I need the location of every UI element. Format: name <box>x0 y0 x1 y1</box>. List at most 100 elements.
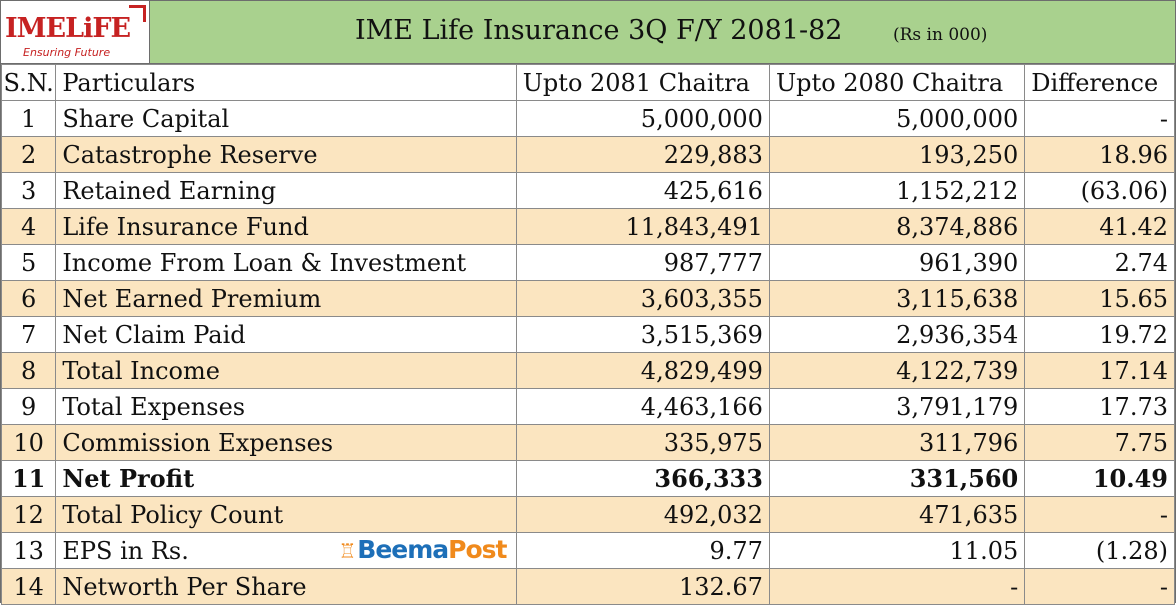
cell-sn-text: 9 <box>21 392 37 421</box>
cell-sn-text: 5 <box>21 248 37 277</box>
cell-particulars: Commission Expenses <box>55 424 517 461</box>
cell-current-text: 492,032 <box>663 500 763 529</box>
cell-difference: (1.28) <box>1024 532 1175 569</box>
col-header-difference: Difference <box>1024 64 1175 101</box>
cell-particulars-text: Total Income <box>62 356 220 385</box>
table-row: 9 Total Expenses 4,463,166 3,791,179 17.73 <box>0 388 1175 425</box>
table-body: 1 Share Capital 5,000,000 5,000,000 - 2 Catast… <box>0 100 1175 605</box>
col-header-current: Upto 2081 Chaitra <box>515 64 770 101</box>
cell-sn-text: 1 <box>21 104 37 133</box>
cell-particulars-text: Net Claim Paid <box>62 320 246 349</box>
table-row: 4 Life Insurance Fund 11,843,491 8,374,886 4… <box>0 208 1175 245</box>
cell-current: 492,032 <box>515 496 770 533</box>
cell-difference-text: (63.06) <box>1080 176 1168 205</box>
cell-sn: 4 <box>0 208 57 245</box>
cell-current: 335,975 <box>515 424 770 461</box>
cell-difference: 2.74 <box>1024 244 1175 281</box>
table-row: 1 Share Capital 5,000,000 5,000,000 - <box>0 100 1175 137</box>
cell-difference-text: 10.49 <box>1092 464 1168 493</box>
cell-previous: 311,796 <box>768 424 1026 461</box>
cell-current: 987,777 <box>515 244 770 281</box>
cell-particulars: Share Capital <box>55 100 517 137</box>
cell-current-text: 3,515,369 <box>640 320 763 349</box>
cell-difference: 15.65 <box>1024 280 1175 317</box>
cell-sn: 8 <box>0 352 57 389</box>
cell-previous-text: 331,560 <box>909 464 1019 493</box>
cell-difference: 10.49 <box>1024 460 1175 497</box>
cell-previous-text: 5,000,000 <box>896 104 1019 133</box>
cell-difference-text: 15.65 <box>1099 284 1168 313</box>
cell-sn: 3 <box>0 172 57 209</box>
cell-particulars: Life Insurance Fund <box>55 208 517 245</box>
cell-previous-text: 471,635 <box>919 500 1019 529</box>
cell-previous: 11.05 <box>768 532 1026 569</box>
cell-difference: - <box>1024 568 1175 605</box>
cell-current: 366,333 <box>515 460 770 497</box>
cell-sn: 5 <box>0 244 57 281</box>
cell-difference: 7.75 <box>1024 424 1175 461</box>
table-row: 7 Net Claim Paid 3,515,369 2,936,354 19.72 <box>0 316 1175 353</box>
financial-table: S.N. Particulars Upto 2081 Chaitra Upto … <box>0 64 1175 605</box>
cell-current-text: 132.67 <box>678 572 763 601</box>
cell-previous: 193,250 <box>768 136 1026 173</box>
cell-particulars-text: Net Earned Premium <box>62 284 322 313</box>
cell-particulars: Total Expenses <box>55 388 517 425</box>
cell-sn: 1 <box>0 100 57 137</box>
cell-difference: 18.96 <box>1024 136 1175 173</box>
cell-previous: 8,374,886 <box>768 208 1026 245</box>
cell-sn-text: 3 <box>21 176 37 205</box>
cell-difference-text: 2.74 <box>1114 248 1168 277</box>
cell-particulars: Net Claim Paid <box>55 316 517 353</box>
beemapost-watermark: ♖BeemaPost <box>338 535 507 564</box>
col-header-particulars: Particulars <box>55 64 517 101</box>
cell-current: 132.67 <box>515 568 770 605</box>
cell-previous: 3,115,638 <box>768 280 1026 317</box>
cell-current: 11,843,491 <box>515 208 770 245</box>
cell-current-text: 3,603,355 <box>640 284 763 313</box>
cell-previous-text: 3,791,179 <box>896 392 1019 421</box>
cell-previous-text: - <box>1010 572 1019 601</box>
cell-sn: 2 <box>0 136 57 173</box>
cell-difference-text: 17.14 <box>1099 356 1168 385</box>
cell-current-text: 366,333 <box>654 464 763 493</box>
cell-previous-text: 4,122,739 <box>896 356 1019 385</box>
cell-current: 5,000,000 <box>515 100 770 137</box>
cell-previous: - <box>768 568 1026 605</box>
cell-particulars: Total Income <box>55 352 517 389</box>
cell-previous-text: 961,390 <box>919 248 1019 277</box>
cell-difference-text: (1.28) <box>1095 536 1168 565</box>
cell-particulars: Net Earned Premium <box>55 280 517 317</box>
cell-previous: 5,000,000 <box>768 100 1026 137</box>
cell-particulars-text: Retained Earning <box>62 176 277 205</box>
company-logo: IMELiFE Ensuring Future <box>1 1 150 63</box>
table-row: 14 Networth Per Share 132.67 - - <box>0 568 1175 605</box>
cell-difference-text: 17.73 <box>1099 392 1168 421</box>
cell-sn-text: 2 <box>21 140 37 169</box>
cell-difference: - <box>1024 496 1175 533</box>
cell-particulars-text: Networth Per Share <box>62 572 307 601</box>
cell-current-text: 9.77 <box>709 536 763 565</box>
cell-previous-text: 1,152,212 <box>896 176 1019 205</box>
cell-sn-text: 4 <box>21 212 37 241</box>
table-row: 3 Retained Earning 425,616 1,152,212 (63.06) <box>0 172 1175 209</box>
table-row: 12 Total Policy Count 492,032 471,635 - <box>0 496 1175 533</box>
table-row: 5 Income From Loan & Investment 987,777 961… <box>0 244 1175 281</box>
cell-difference-text: 7.75 <box>1114 428 1168 457</box>
watermark-part1: Beema <box>357 535 449 564</box>
cell-current: 9.77 <box>515 532 770 569</box>
table-row: 8 Total Income 4,829,499 4,122,739 17.14 <box>0 352 1175 389</box>
report-header: IMELiFE Ensuring Future IME Life Insuran… <box>1 1 1175 64</box>
cell-current-text: 335,975 <box>663 428 763 457</box>
cell-particulars-text: Total Policy Count <box>62 500 284 529</box>
cell-current-text: 987,777 <box>663 248 763 277</box>
cell-sn: 7 <box>0 316 57 353</box>
cell-previous-text: 2,936,354 <box>896 320 1019 349</box>
cell-previous: 331,560 <box>768 460 1026 497</box>
cell-previous-text: 11.05 <box>949 536 1019 565</box>
cell-sn: 12 <box>0 496 57 533</box>
cell-difference-text: 18.96 <box>1099 140 1168 169</box>
cell-sn-text: 10 <box>13 428 44 457</box>
cell-sn-text: 11 <box>11 464 46 493</box>
cell-particulars-text: Commission Expenses <box>62 428 334 457</box>
